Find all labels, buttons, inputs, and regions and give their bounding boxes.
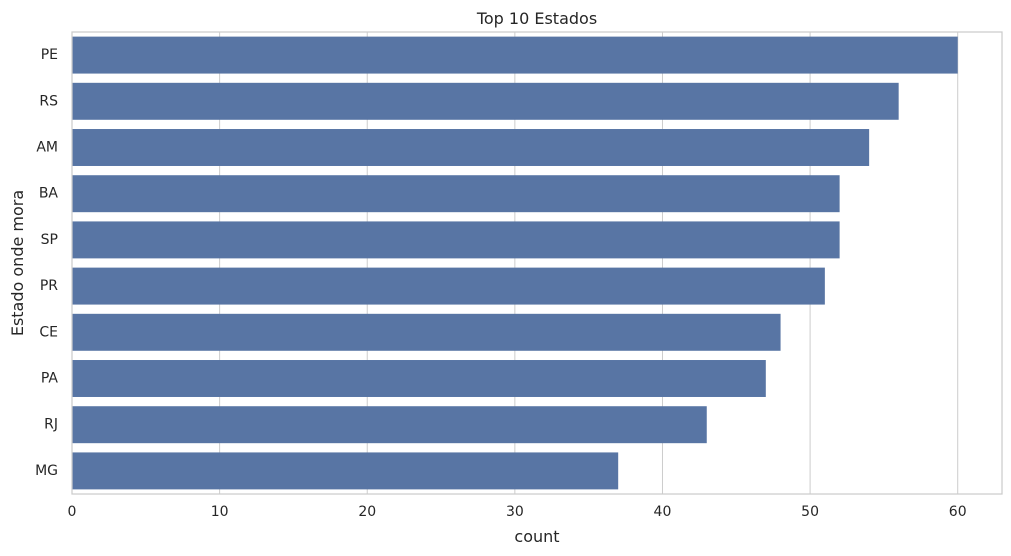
bar-sp [72,221,840,259]
y-tick-label: BA [39,186,59,202]
x-tick-label: 50 [801,504,819,520]
y-tick-label: PR [40,278,58,294]
y-tick-label: SP [41,232,58,248]
y-tick-label: PE [41,47,58,63]
x-tick-label: 10 [211,504,229,520]
x-tick-label: 60 [949,504,967,520]
bar-pa [72,360,766,397]
y-tick-label: RS [39,93,58,109]
bar-pe [72,36,958,74]
y-tick-label: CE [39,324,58,340]
x-axis-title: count [514,527,559,546]
y-tick-label: AM [36,140,58,156]
y-axis-title: Estado onde mora [8,190,27,336]
bar-ba [72,175,840,213]
x-tick-label: 0 [68,504,77,520]
y-tick-label: PA [41,371,59,387]
bar-rj [72,406,707,444]
bar-rs [72,82,899,120]
bar-ce [72,313,781,351]
y-tick-label: RJ [44,417,58,433]
x-tick-label: 40 [654,504,672,520]
bars [72,36,958,490]
bar-pr [72,267,825,305]
y-tick-label: MG [35,463,58,479]
x-tick-labels: 0 10 20 30 40 50 60 [68,504,967,520]
bar-mg [72,452,619,490]
chart-title: Top 10 Estados [476,9,597,28]
plot-frame [71,31,1003,495]
x-tick-label: 30 [506,504,524,520]
y-tick-labels: PE RS AM BA SP PR CE PA RJ MG [35,47,58,479]
bar-am [72,129,870,166]
x-tick-label: 20 [358,504,376,520]
